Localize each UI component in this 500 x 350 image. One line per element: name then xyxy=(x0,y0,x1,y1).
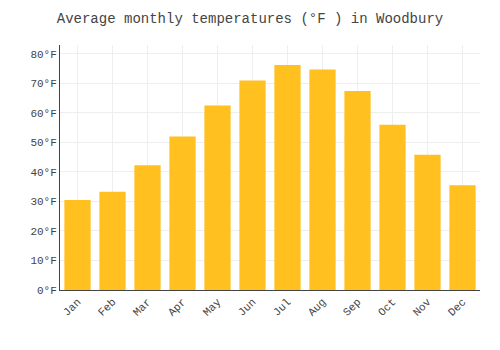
svg-text:Average monthly temperatures (: Average monthly temperatures (°F ) in Wo… xyxy=(57,11,443,27)
svg-text:40°F: 40°F xyxy=(30,167,56,179)
svg-text:20°F: 20°F xyxy=(30,226,56,238)
svg-text:Jul: Jul xyxy=(271,296,293,318)
svg-text:Jun: Jun xyxy=(236,296,258,318)
svg-text:30°F: 30°F xyxy=(30,196,56,208)
svg-text:Mar: Mar xyxy=(131,296,153,318)
svg-text:10°F: 10°F xyxy=(30,255,56,267)
svg-text:Dec: Dec xyxy=(446,296,468,318)
svg-text:60°F: 60°F xyxy=(30,108,56,120)
svg-text:Sep: Sep xyxy=(341,296,363,318)
svg-text:Jan: Jan xyxy=(61,296,83,318)
svg-text:Nov: Nov xyxy=(411,296,434,319)
svg-text:Feb: Feb xyxy=(96,296,118,318)
svg-text:Aug: Aug xyxy=(306,296,328,318)
svg-text:80°F: 80°F xyxy=(30,49,56,61)
svg-text:0°F: 0°F xyxy=(37,285,57,297)
svg-text:50°F: 50°F xyxy=(30,137,56,149)
svg-text:70°F: 70°F xyxy=(30,78,56,90)
svg-text:May: May xyxy=(201,296,224,319)
svg-text:Apr: Apr xyxy=(166,296,188,318)
svg-text:Oct: Oct xyxy=(376,296,398,318)
